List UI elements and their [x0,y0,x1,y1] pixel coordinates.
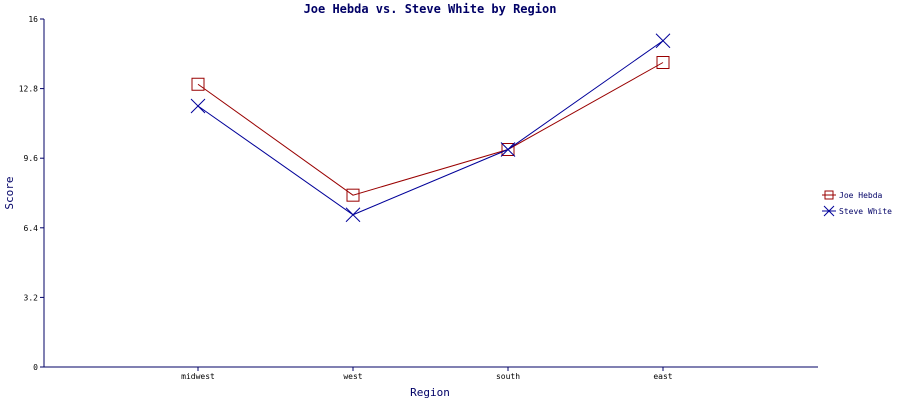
legend-label: Joe Hebda [839,191,883,200]
data-point [500,142,516,157]
series-line-joe-hebda [197,62,664,196]
series-line-steve-white [197,40,664,216]
legend-item: Steve White [822,205,892,217]
chart-title: Joe Hebda vs. Steve White by Region [304,2,557,16]
x-tick-label: south [496,372,520,381]
y-tick-label: 0 [33,363,38,372]
data-point [345,207,361,223]
data-point [191,77,205,91]
data-point [190,98,206,114]
legend-square-marker [824,190,834,200]
data-point [346,188,360,202]
x-tick-label: east [653,372,672,381]
y-axis-label: Score [3,176,16,209]
legend-label: Steve White [839,207,892,216]
y-tick-label: 9.6 [24,154,39,163]
y-axis-ticks: 0 3.2 6.4 9.6 12.8 16 [19,15,44,372]
y-tick-label: 3.2 [24,293,39,302]
x-tick-label: west [343,372,362,381]
series-layer [190,33,671,223]
legend: Joe Hebda Steve White [822,190,892,217]
data-point [501,143,515,156]
x-tick-label: midwest [181,372,215,381]
data-point [656,56,670,69]
data-point [655,33,671,49]
legend-x-marker [823,205,835,217]
y-tick-label: 16 [28,15,38,24]
y-tick-label: 6.4 [24,224,39,233]
y-tick-label: 12.8 [19,85,38,94]
x-axis-label: Region [410,386,450,399]
x-axis-ticks: midwest west south east [181,367,673,381]
legend-item: Joe Hebda [822,190,883,200]
